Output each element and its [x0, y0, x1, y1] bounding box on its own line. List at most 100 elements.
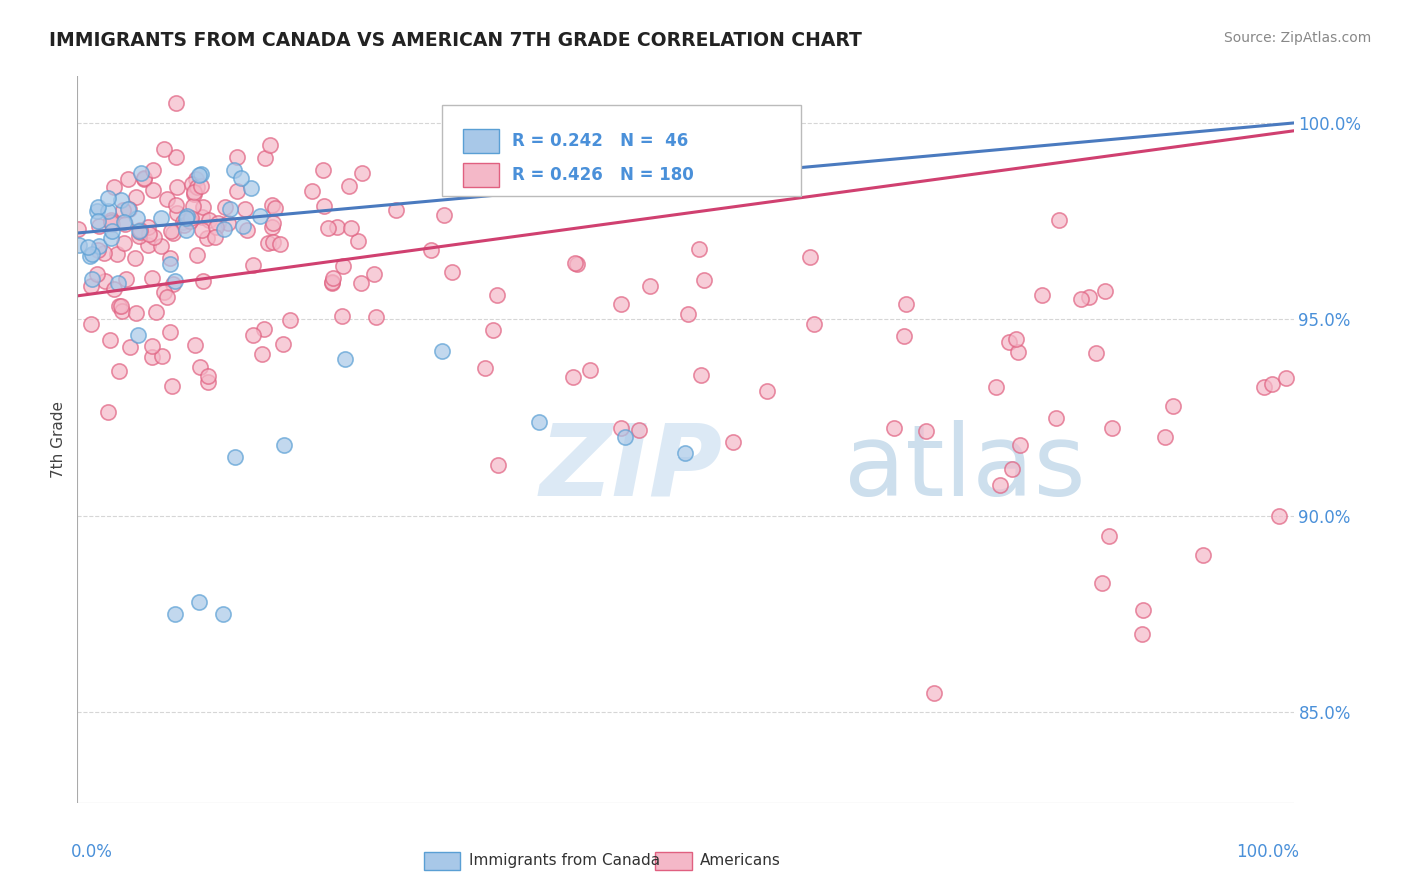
Point — [77, 240, 100, 254]
Text: Source: ZipAtlas.com: Source: ZipAtlas.com — [1223, 31, 1371, 45]
Point — [108, 299, 131, 313]
Point — [1070, 293, 1092, 307]
Point — [94, 274, 117, 288]
Point — [183, 187, 205, 202]
Bar — [655, 852, 692, 871]
Point — [385, 202, 408, 217]
Point — [163, 607, 186, 622]
Point — [105, 246, 128, 260]
Point — [162, 277, 184, 292]
Point — [262, 235, 284, 249]
Point — [87, 219, 110, 234]
Point — [217, 216, 239, 230]
Point — [688, 242, 710, 256]
Point — [198, 212, 221, 227]
Point — [474, 360, 496, 375]
Point — [332, 259, 354, 273]
Point — [67, 238, 90, 252]
Point — [110, 193, 132, 207]
Point — [136, 219, 159, 234]
Point — [219, 202, 242, 217]
Point — [165, 150, 187, 164]
Point — [337, 179, 360, 194]
Point — [301, 184, 323, 198]
Point — [254, 151, 277, 165]
Point — [1153, 430, 1175, 444]
Point — [799, 250, 821, 264]
Point — [893, 329, 915, 343]
Text: R = 0.426   N = 180: R = 0.426 N = 180 — [512, 166, 693, 184]
Point — [204, 230, 226, 244]
Point — [339, 221, 361, 235]
Point — [1132, 603, 1154, 617]
Point — [333, 351, 356, 366]
Y-axis label: 7th Grade: 7th Grade — [51, 401, 66, 478]
Point — [174, 211, 197, 226]
Point — [173, 218, 195, 232]
Point — [141, 270, 163, 285]
Point — [207, 216, 229, 230]
Point — [165, 274, 187, 288]
Point — [1268, 508, 1291, 523]
Bar — [425, 852, 460, 871]
Point — [117, 172, 139, 186]
Point — [240, 181, 263, 195]
Point — [114, 272, 136, 286]
Point — [110, 299, 132, 313]
Point — [242, 327, 264, 342]
Point — [165, 197, 187, 211]
Point — [159, 252, 181, 266]
Point — [1084, 345, 1107, 359]
Point — [132, 171, 155, 186]
Point — [152, 285, 174, 299]
Point — [214, 200, 236, 214]
Point — [256, 235, 278, 250]
Point — [350, 166, 373, 180]
Point — [112, 235, 135, 250]
Point — [93, 246, 115, 260]
Point — [87, 243, 110, 257]
Point — [82, 272, 104, 286]
Point — [1077, 290, 1099, 304]
Point — [1094, 284, 1116, 298]
Point — [988, 477, 1011, 491]
Point — [142, 182, 165, 196]
Point — [129, 223, 152, 237]
Point — [579, 363, 602, 377]
Point — [111, 304, 134, 318]
Point — [224, 450, 246, 464]
Point — [80, 246, 103, 260]
Point — [186, 179, 208, 194]
Point — [350, 276, 373, 290]
Point — [226, 184, 249, 198]
Point — [693, 273, 716, 287]
Point — [1130, 627, 1153, 641]
Point — [181, 177, 204, 191]
Point — [150, 349, 173, 363]
Point — [224, 163, 246, 178]
Point — [156, 289, 179, 303]
Point — [100, 212, 122, 227]
Point — [485, 287, 508, 301]
Point — [197, 369, 219, 384]
Point — [1007, 345, 1029, 359]
Point — [363, 267, 385, 281]
Point — [100, 217, 122, 231]
Point — [143, 229, 166, 244]
Point — [610, 421, 633, 435]
Text: Americans: Americans — [700, 854, 780, 869]
Point — [1253, 380, 1275, 394]
Point — [166, 206, 188, 220]
Point — [229, 171, 252, 186]
Point — [690, 368, 713, 382]
Point — [111, 203, 134, 218]
Point — [262, 216, 284, 230]
Point — [226, 151, 249, 165]
Point — [80, 317, 103, 331]
Point — [124, 251, 146, 265]
Point — [269, 236, 291, 251]
Point — [183, 185, 205, 199]
Point — [100, 215, 122, 229]
Point — [79, 249, 101, 263]
Point — [1031, 288, 1053, 302]
